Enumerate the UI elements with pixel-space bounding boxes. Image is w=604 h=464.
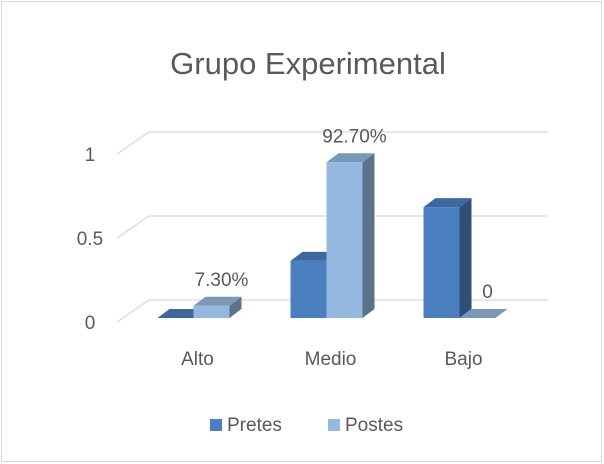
data-label: 7.30% — [195, 270, 249, 291]
y-tick-label: 0.5 — [77, 229, 103, 250]
legend-label: Postes — [345, 415, 403, 436]
grid-line — [116, 299, 548, 323]
x-tick-label: Bajo — [444, 349, 482, 370]
grid-line — [116, 131, 548, 155]
bar — [459, 309, 508, 318]
bar-top — [193, 296, 242, 306]
bar-front — [290, 260, 327, 318]
bar-top — [423, 198, 472, 208]
data-label: 92.70% — [322, 126, 387, 147]
bar-top — [326, 153, 375, 163]
bar — [326, 153, 375, 318]
bar-side — [362, 153, 375, 318]
chart-title: Grupo Experimental — [170, 46, 446, 81]
y-tick-label: 1 — [85, 145, 96, 166]
data-label: 0 — [482, 282, 493, 303]
bar-front — [423, 207, 460, 318]
bar-side — [459, 198, 472, 318]
bar-side — [229, 296, 242, 318]
legend-label: Pretes — [227, 415, 282, 436]
x-tick-label: Alto — [181, 349, 214, 370]
bar-top — [459, 309, 508, 318]
legend-swatch — [328, 419, 340, 431]
bar — [193, 296, 242, 318]
x-tick-label: Medio — [305, 349, 357, 370]
bar-front — [326, 162, 363, 318]
bar — [423, 198, 472, 318]
legend-swatch — [210, 419, 222, 431]
y-tick-label: 0 — [85, 313, 96, 334]
bar-front — [193, 305, 230, 318]
grid-line — [116, 215, 548, 239]
